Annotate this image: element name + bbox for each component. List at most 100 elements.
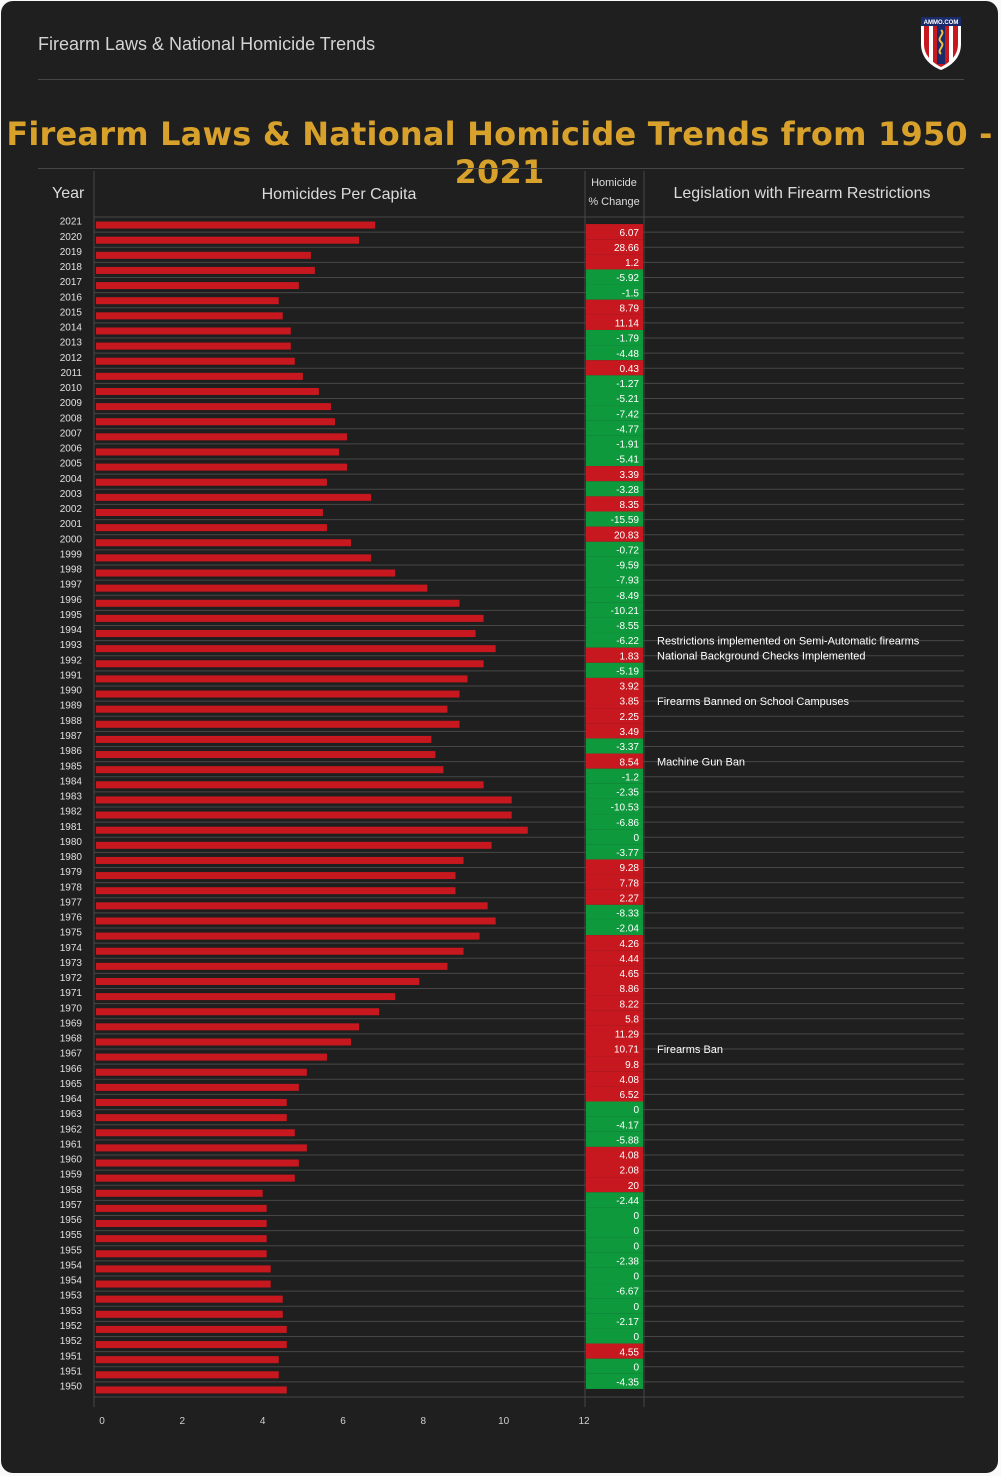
change-value: 8.35 [620, 500, 640, 511]
homicide-bar [96, 524, 327, 532]
change-cell [586, 919, 643, 936]
change-cell [586, 1071, 643, 1087]
change-value: -5.19 [616, 666, 639, 677]
year-label: 2010 [60, 383, 83, 394]
year-label: 1993 [60, 640, 83, 651]
per-capita-column-header: Homicides Per Capita [261, 186, 417, 203]
change-value: -1.79 [616, 334, 639, 345]
change-cell [586, 935, 643, 951]
year-label: 1990 [60, 686, 83, 697]
change-value: -0.72 [616, 545, 639, 556]
change-value: -1.27 [616, 379, 639, 390]
title-divider [38, 168, 964, 169]
change-cell [586, 632, 643, 648]
homicide-bar [96, 781, 484, 789]
change-cell [586, 783, 643, 799]
legislation-column-header: Legislation with Firearm Restrictions [673, 185, 931, 202]
change-value: -1.2 [622, 772, 640, 783]
year-label: 1964 [60, 1094, 83, 1105]
change-value: 3.92 [620, 682, 640, 693]
change-cell [586, 798, 643, 815]
year-label: 1982 [60, 807, 83, 818]
homicide-bar [96, 977, 420, 985]
change-value: 4.55 [620, 1347, 640, 1358]
legislation-label: Machine Gun Ban [657, 757, 745, 769]
year-label: 1976 [60, 913, 83, 924]
year-label: 2012 [60, 353, 83, 364]
change-cell [586, 314, 643, 330]
change-value: -3.77 [616, 848, 639, 859]
change-value: 9.8 [625, 1060, 639, 1071]
x-tick-label: 12 [578, 1416, 590, 1427]
change-value: 28.66 [614, 243, 639, 254]
change-value: -6.86 [616, 818, 639, 829]
change-cell [586, 768, 643, 784]
change-cell [586, 1358, 643, 1374]
homicide-bar [96, 418, 335, 426]
homicide-bar [96, 766, 444, 774]
change-cell [586, 1252, 643, 1268]
homicide-bar [96, 1341, 287, 1349]
year-label: 1988 [60, 716, 83, 727]
year-label: 1961 [60, 1139, 83, 1150]
change-column-header-line2: % Change [588, 196, 640, 208]
year-label: 2009 [60, 398, 83, 409]
homicide-bar [96, 1295, 283, 1303]
change-value: 4.08 [620, 1075, 640, 1086]
homicide-bar [96, 372, 303, 380]
homicide-bar [96, 675, 468, 683]
change-value: 0 [633, 1211, 639, 1222]
change-value: 4.08 [620, 1151, 640, 1162]
homicide-bar [96, 826, 528, 834]
year-label: 2005 [60, 459, 83, 470]
legislation-label: Firearms Ban [657, 1044, 723, 1056]
change-cell [586, 829, 643, 845]
homicide-bar [96, 463, 348, 471]
homicide-bar [96, 856, 464, 864]
change-cell [586, 1328, 643, 1344]
change-value: -2.38 [616, 1256, 639, 1267]
year-label: 2017 [60, 277, 83, 288]
homicide-bar [96, 221, 376, 229]
change-value: 0.43 [620, 364, 640, 375]
homicide-bar [96, 872, 456, 880]
homicide-bar [96, 614, 484, 622]
change-value: -3.28 [616, 485, 639, 496]
change-value: 1.2 [625, 258, 639, 269]
homicide-bar [96, 841, 492, 849]
homicide-bar [96, 1083, 299, 1091]
year-label: 2018 [60, 262, 83, 273]
change-cell [586, 602, 643, 618]
change-cell [586, 496, 643, 512]
change-value: 2.08 [620, 1166, 640, 1177]
year-label: 1996 [60, 595, 83, 606]
change-column-header-line1: Homicide [591, 177, 637, 189]
change-value: 0 [633, 1332, 639, 1343]
logo-text: AMMO.COM [924, 20, 959, 26]
homicide-bar [96, 962, 448, 970]
change-cell [586, 980, 643, 996]
change-cell [586, 390, 643, 406]
homicide-bar [96, 902, 488, 910]
change-value: -5.21 [616, 394, 639, 405]
change-value: -10.53 [611, 803, 640, 814]
change-cell [586, 254, 643, 270]
change-cell [586, 965, 643, 981]
year-label: 1955 [60, 1245, 83, 1256]
change-cell [586, 299, 643, 315]
change-cell [586, 481, 643, 497]
year-label: 1985 [60, 761, 83, 772]
x-tick-label: 6 [340, 1416, 346, 1427]
year-label: 1980 [60, 852, 83, 863]
year-column-header: Year [52, 185, 85, 202]
year-label: 1979 [60, 867, 83, 878]
change-value: 3.49 [620, 727, 640, 738]
homicide-bar [96, 947, 464, 955]
change-value: -4.35 [616, 1378, 639, 1389]
change-cell [586, 239, 643, 255]
change-value: -10.21 [611, 606, 640, 617]
change-value: 10.71 [614, 1045, 639, 1056]
year-label: 1963 [60, 1109, 83, 1120]
